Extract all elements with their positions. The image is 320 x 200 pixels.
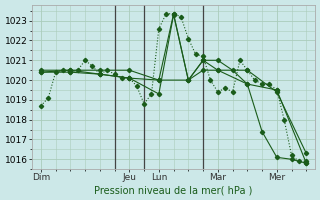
X-axis label: Pression niveau de la mer( hPa ): Pression niveau de la mer( hPa ): [94, 185, 253, 195]
